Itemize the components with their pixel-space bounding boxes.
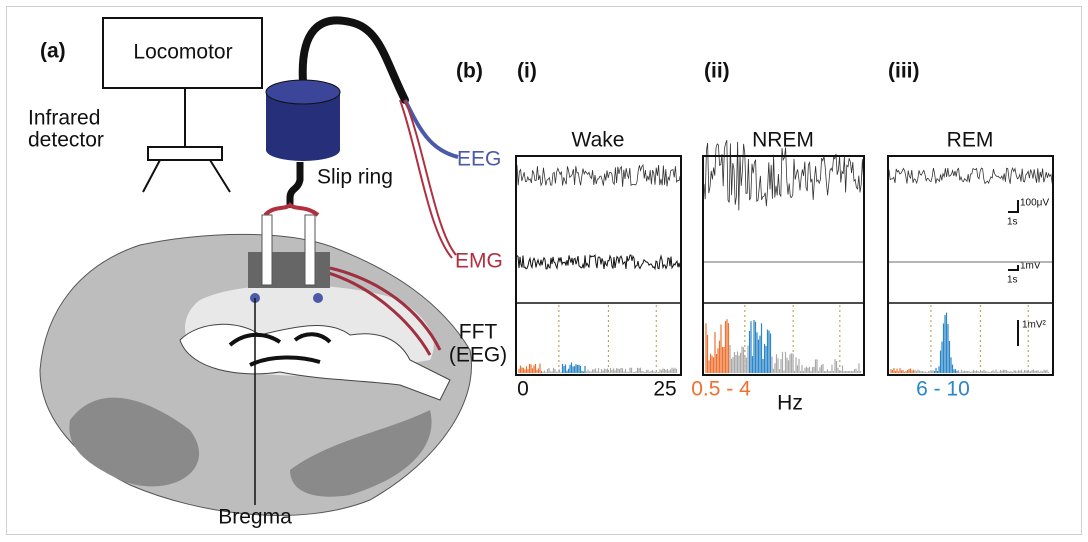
panel-label: (a) [40,40,66,63]
tissue [290,410,432,497]
fft-label: FFT [459,321,498,344]
eeg-trace [888,166,1053,185]
implant-post [304,214,316,286]
cable [298,16,409,104]
locomotor-box [102,17,263,89]
bregma-label: Bregma [218,506,292,529]
slip-ring-label: Slip ring [317,166,393,189]
detector-leg [209,159,231,193]
trace-box [702,155,865,376]
axis-start: 0 [517,378,529,401]
detector-leg [142,159,161,193]
implant-post [261,214,273,286]
trace-box [887,155,1054,376]
scale-bar [1008,200,1019,213]
detector [147,146,223,161]
eeg-label: EEG [457,148,501,171]
slip-ring [266,139,340,161]
column-numeral: (i) [517,60,537,83]
theta-band: 6 - 10 [916,378,970,401]
locomotor-label: Locomotor [133,41,232,64]
emg-trace [516,253,681,271]
wire [263,202,320,217]
scale-label: 1mV² [1022,320,1047,331]
eeg-trace [516,163,681,187]
emg-wire [399,99,453,259]
fft-label: (EEG) [449,344,507,367]
cable [286,162,304,208]
detector-label: detector [28,129,104,152]
emg-wire [404,99,457,256]
eeg-trace [703,139,864,211]
slip-ring-top [265,79,341,105]
eeg-wire [403,99,459,159]
column-title: REM [947,129,994,152]
detector-label: Infrared [28,107,100,130]
implant [248,252,330,288]
scale-label: 100μV [1020,198,1049,209]
column-title: Wake [572,129,625,152]
scale-label: 1s [1007,275,1018,286]
axis-end: 25 [653,378,676,401]
electrode [313,293,323,303]
axis-unit: Hz [777,392,803,415]
scale-label: 1mV [1020,261,1041,272]
tissue [69,397,200,487]
trace-box [515,155,682,376]
emg-electrode [324,266,442,356]
column-title: NREM [752,129,814,152]
panel-label: (b) [456,60,483,83]
column-numeral: (ii) [704,60,730,83]
emg-label: EMG [455,250,503,273]
column-numeral: (iii) [888,60,920,83]
traces [515,139,1054,376]
scale-bar [1008,265,1019,271]
scale-label: 1s [1007,217,1018,228]
delta-band: 0.5 - 4 [691,378,751,401]
